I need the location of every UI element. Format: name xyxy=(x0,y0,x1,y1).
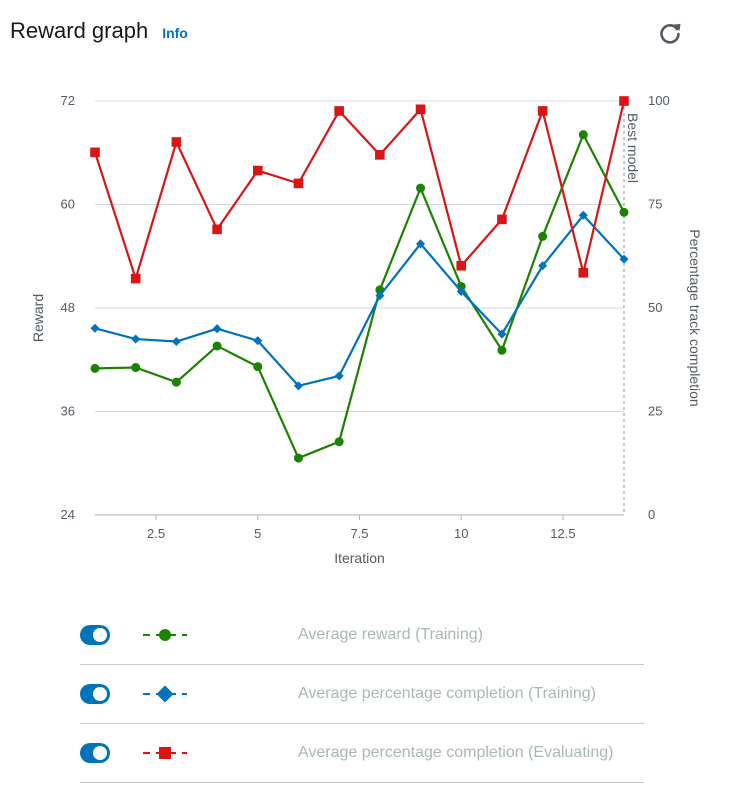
x-tick-label: 12.5 xyxy=(550,526,575,541)
legend-label-completion-evaluating: Average percentage completion (Evaluatin… xyxy=(298,744,614,761)
series-line-2 xyxy=(94,214,625,387)
data-point xyxy=(538,261,548,271)
series-line-1 xyxy=(94,133,625,460)
data-point xyxy=(497,214,507,225)
data-point xyxy=(131,334,141,344)
y-tick-label: 36 xyxy=(61,404,75,419)
legend-item-reward-training: Average reward (Training) xyxy=(80,606,644,665)
x-axis-title: Iteration xyxy=(334,550,385,566)
data-point xyxy=(90,363,100,373)
data-point xyxy=(253,362,263,372)
data-point xyxy=(293,453,303,463)
best-model-label: Best model xyxy=(625,113,641,183)
data-point xyxy=(293,178,304,189)
y2-tick-label: 25 xyxy=(648,404,662,419)
circle-marker-icon xyxy=(143,629,187,641)
legend-item-completion-training: Average percentage completion (Training) xyxy=(80,665,644,724)
data-point xyxy=(253,336,263,346)
data-point xyxy=(497,329,507,339)
data-point xyxy=(578,268,589,278)
data-point xyxy=(416,239,426,249)
data-point xyxy=(537,106,548,116)
y2-tick-label: 75 xyxy=(648,197,662,212)
y-axis-title: Reward xyxy=(30,294,46,342)
data-point xyxy=(334,437,344,447)
y2-tick-label: 50 xyxy=(648,300,662,315)
data-point xyxy=(619,96,629,106)
data-point xyxy=(90,323,100,333)
toggle-completion-training[interactable] xyxy=(80,684,110,704)
data-point xyxy=(375,150,385,160)
square-marker-icon xyxy=(143,747,187,759)
diamond-marker-icon xyxy=(143,685,187,703)
x-tick-label: 2.5 xyxy=(147,526,165,541)
data-point xyxy=(212,324,222,334)
info-link[interactable]: Info xyxy=(162,25,188,41)
data-point xyxy=(212,341,222,351)
data-point xyxy=(456,260,467,271)
x-tick-label: 5 xyxy=(254,526,261,541)
data-point xyxy=(416,183,426,193)
toggle-completion-evaluating[interactable] xyxy=(80,743,110,763)
y-tick-label: 60 xyxy=(61,197,75,212)
y-tick-label: 72 xyxy=(61,93,75,108)
data-point xyxy=(334,106,344,116)
x-tick-label: 7.5 xyxy=(350,526,368,541)
refresh-icon[interactable] xyxy=(656,20,684,48)
panel-header: Reward graph Info xyxy=(10,18,188,44)
data-point xyxy=(130,273,141,284)
page-title: Reward graph xyxy=(10,18,149,43)
data-point xyxy=(171,137,182,147)
y-tick-label: 48 xyxy=(61,300,75,315)
legend-label-completion-training: Average percentage completion (Training) xyxy=(298,685,596,702)
data-point xyxy=(171,337,181,347)
data-point xyxy=(252,165,263,176)
y-tick-label: 24 xyxy=(61,507,75,522)
data-point xyxy=(212,224,222,235)
data-point xyxy=(538,231,548,241)
legend-label-reward-training: Average reward (Training) xyxy=(298,626,483,643)
legend-item-completion-evaluating: Average percentage completion (Evaluatin… xyxy=(80,724,644,783)
toggle-reward-training[interactable] xyxy=(80,625,110,645)
data-point xyxy=(90,147,100,158)
data-point xyxy=(415,104,426,115)
series-line-3 xyxy=(93,100,626,280)
data-point xyxy=(334,371,344,381)
x-tick-label: 10 xyxy=(454,526,468,541)
data-point xyxy=(171,377,181,387)
data-point xyxy=(497,345,507,355)
y2-tick-label: 0 xyxy=(648,507,655,522)
data-point xyxy=(578,130,588,140)
y2-axis-title: Percentage track completion xyxy=(687,229,703,406)
data-point xyxy=(619,207,629,217)
reward-chart: 24 36 48 60 72 0 25 50 75 100 2.5 5 7.5 10 12.5 Iterati… xyxy=(30,93,703,566)
data-point xyxy=(131,363,141,373)
data-point xyxy=(456,286,466,296)
chart-legend: Average reward (Training) Average percen… xyxy=(80,606,644,783)
y2-tick-label: 100 xyxy=(648,93,670,108)
